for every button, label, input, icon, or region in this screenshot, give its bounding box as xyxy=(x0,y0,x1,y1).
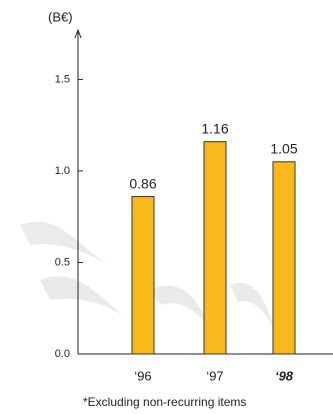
axis-arrow xyxy=(74,28,82,39)
unit-label: (B€) xyxy=(48,9,73,24)
x-tick-label: ‘96 xyxy=(134,368,151,383)
bar xyxy=(272,161,296,355)
footnote: *Excluding non-recurring items xyxy=(83,395,246,409)
x-tick-label: ‘97 xyxy=(206,368,223,383)
bar xyxy=(203,141,227,355)
value-label: 1.16 xyxy=(201,120,228,136)
y-tick-label: 1.5 xyxy=(55,73,70,85)
decoration xyxy=(20,221,275,330)
value-label: 1.05 xyxy=(270,140,297,156)
value-label: 0.86 xyxy=(129,175,156,191)
y-tick-label: 0.5 xyxy=(55,256,70,268)
y-tick-label: 0.0 xyxy=(55,348,70,360)
y-tick-label: 1.0 xyxy=(55,165,70,177)
x-tick-label: ‘98 xyxy=(275,368,294,383)
bar xyxy=(131,196,155,355)
